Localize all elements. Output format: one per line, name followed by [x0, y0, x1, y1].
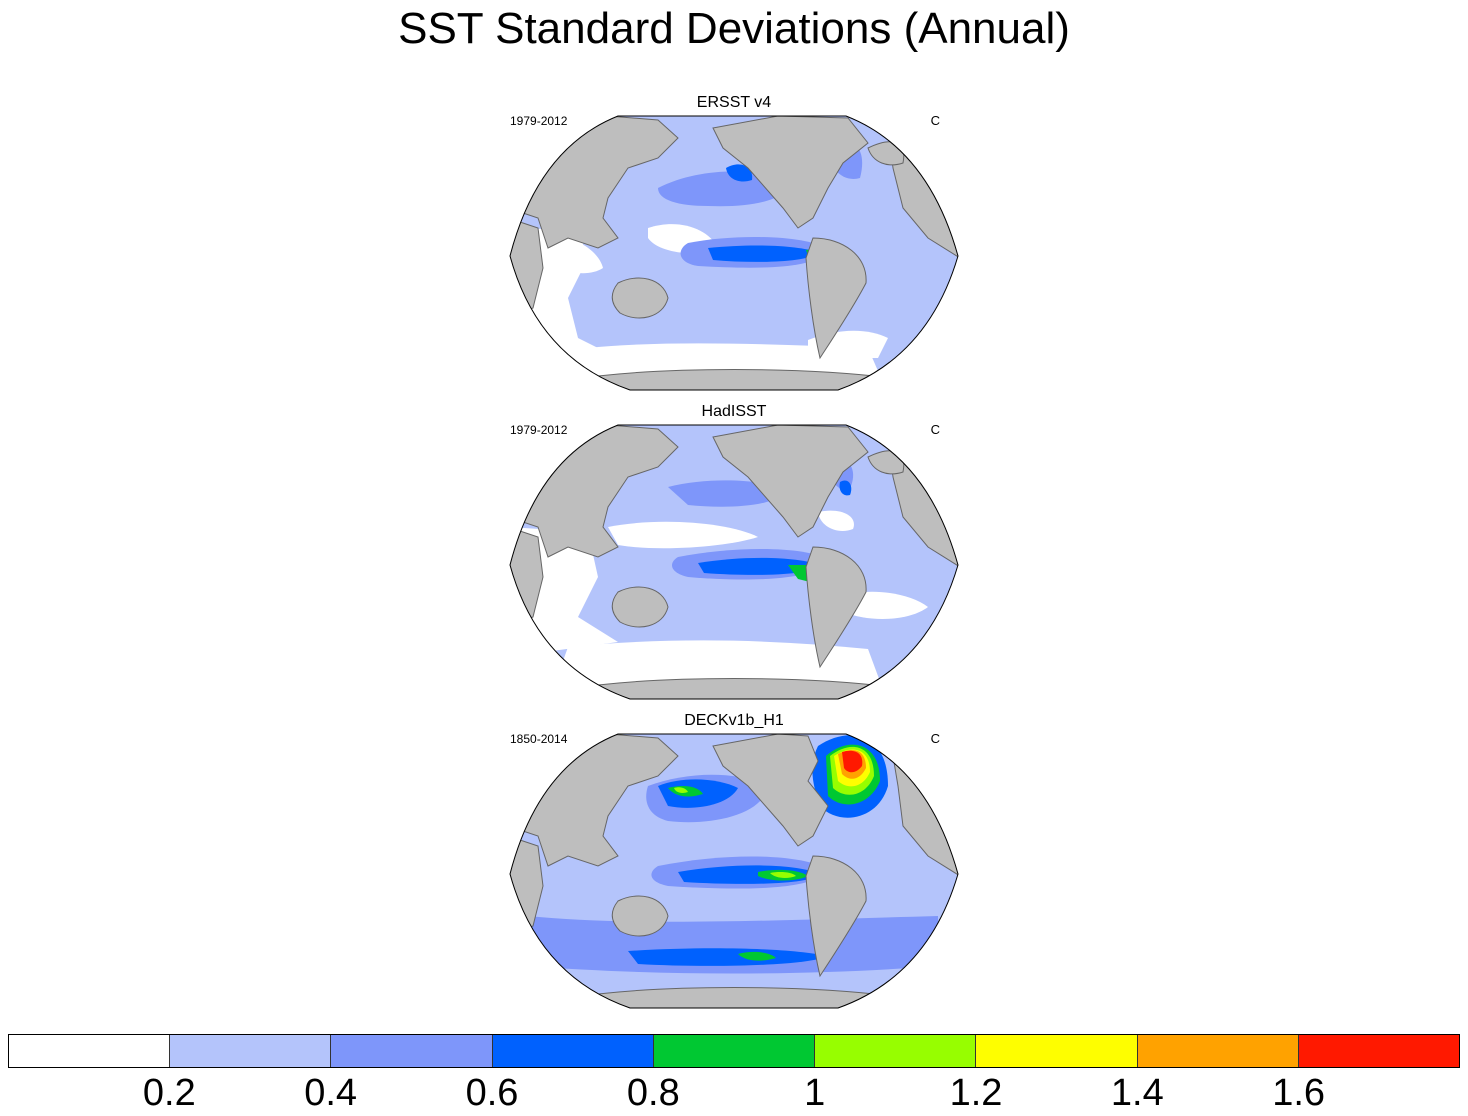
map-deck — [509, 733, 959, 1009]
colorbar-box — [1298, 1035, 1459, 1067]
australia-land — [611, 277, 669, 319]
colorbar-box — [9, 1035, 171, 1067]
colorbar-tick-label: 1.4 — [1110, 1072, 1164, 1114]
south-america-land — [805, 546, 867, 669]
colorbar-box — [1137, 1035, 1299, 1067]
panel-title: ERSST v4 — [696, 94, 772, 111]
colorbar-tick-label: 0.8 — [626, 1072, 680, 1114]
north-america-land — [712, 734, 829, 847]
south-america-land — [805, 237, 867, 360]
colorbar-box — [492, 1035, 654, 1067]
map-border — [509, 424, 959, 700]
map-ersst — [509, 115, 959, 391]
enso-band — [698, 557, 820, 575]
panel-period: 1979-2012 — [510, 423, 568, 437]
colorbar-box — [170, 1035, 332, 1067]
colorbar-box — [653, 1035, 816, 1067]
colorbar-tick-label: 0.2 — [142, 1072, 196, 1114]
north-america-land — [712, 425, 869, 538]
colorbar-tick-label: 0.4 — [304, 1072, 358, 1114]
panel-title: DECKv1b_H1 — [684, 712, 784, 729]
colorbar-box — [331, 1035, 493, 1067]
panel-units: C — [930, 731, 940, 746]
north-pacific-mid — [658, 171, 789, 207]
map-panel-hadisst: HadISST 1979-2012 C — [508, 403, 960, 703]
colorbar-tick-label: 1.6 — [1272, 1072, 1326, 1114]
colorbar-tick-label: 1 — [804, 1072, 826, 1114]
colorbar-box — [815, 1035, 977, 1067]
map-hadisst — [509, 424, 959, 700]
australia-land — [611, 895, 669, 937]
colorbar-tick-label: 0.6 — [465, 1072, 519, 1114]
figure-title: SST Standard Deviations (Annual) — [398, 4, 1070, 53]
australia-land — [611, 586, 669, 628]
map-panel-ersst: ERSST v4 1979-2012 C — [508, 94, 960, 394]
map-panel-deck: DECKv1b_H1 1850-2014 C — [508, 712, 960, 1012]
colorbar — [8, 1034, 1460, 1068]
panel-period: 1979-2012 — [510, 114, 568, 128]
north-america-land — [712, 116, 869, 229]
colorbar-tick-label: 1.2 — [949, 1072, 1003, 1114]
panel-units: C — [930, 113, 940, 128]
north-atlantic-peak — [842, 750, 863, 773]
panel-units: C — [930, 422, 940, 437]
panel-title: HadISST — [701, 403, 767, 420]
south-america-land — [805, 855, 867, 978]
map-border — [509, 733, 959, 1009]
enso-band — [708, 245, 818, 262]
panel-period: 1850-2014 — [510, 732, 568, 746]
colorbar-box — [976, 1035, 1138, 1067]
map-border — [509, 115, 959, 391]
